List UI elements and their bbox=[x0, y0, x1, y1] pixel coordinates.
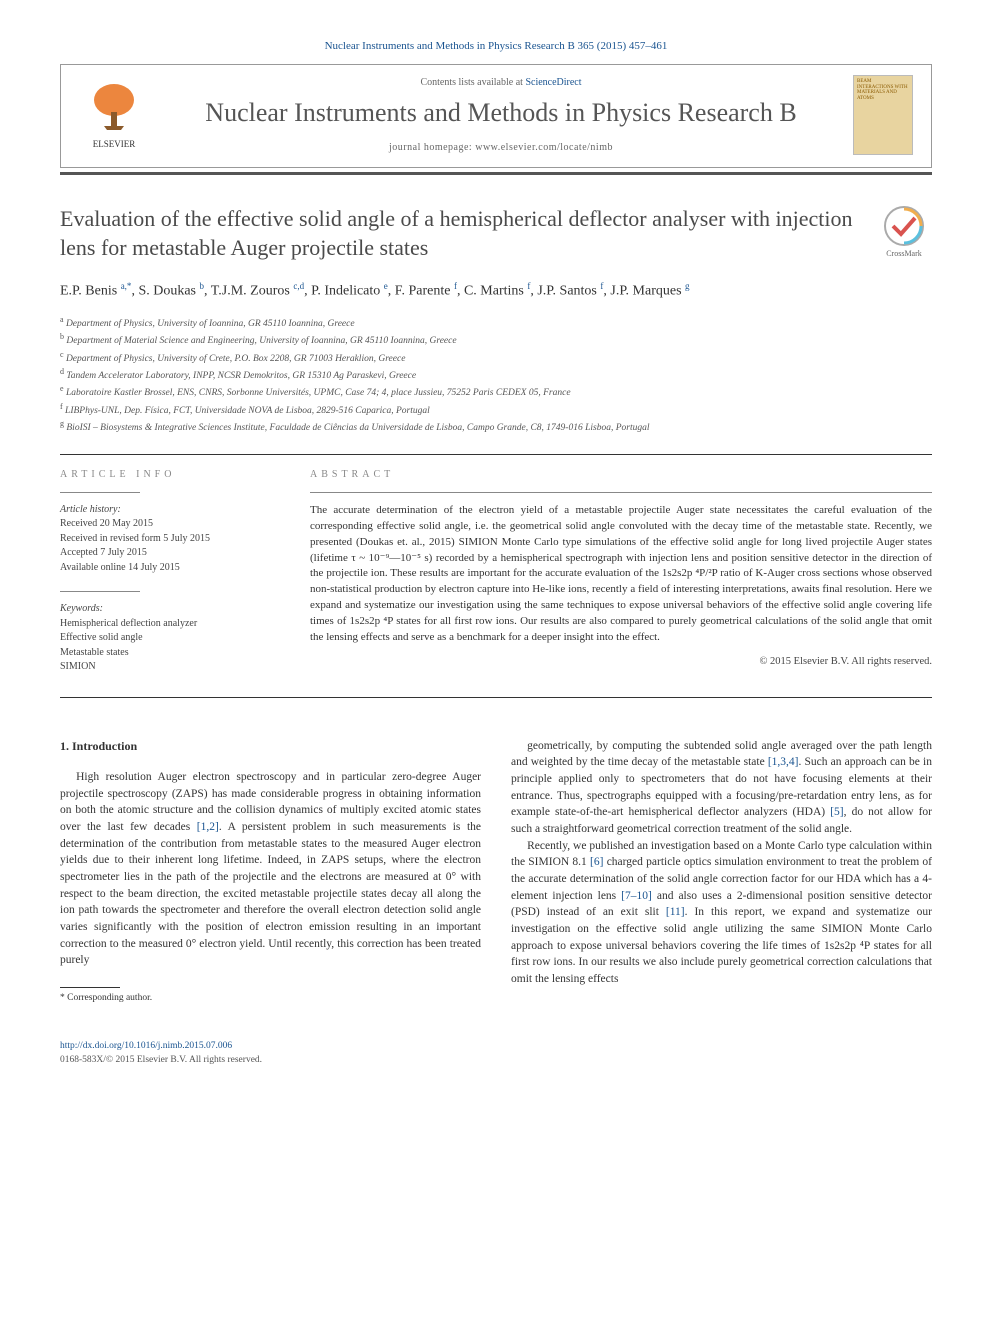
article-title: Evaluation of the effective solid angle … bbox=[60, 205, 856, 262]
elsevier-tree-icon bbox=[89, 82, 139, 137]
affiliation-line: c Department of Physics, University of C… bbox=[60, 349, 932, 366]
citation-link[interactable]: [1,3,4] bbox=[768, 756, 799, 768]
citation-link[interactable]: [11] bbox=[666, 906, 685, 918]
footer-block: http://dx.doi.org/10.1016/j.nimb.2015.07… bbox=[60, 1032, 481, 1068]
journal-name: Nuclear Instruments and Methods in Physi… bbox=[169, 98, 833, 128]
intro-paragraph-2: geometrically, by computing the subtende… bbox=[511, 738, 932, 838]
affiliation-line: b Department of Material Science and Eng… bbox=[60, 331, 932, 348]
journal-homepage: journal homepage: www.elsevier.com/locat… bbox=[169, 142, 833, 153]
abstract-heading: ABSTRACT bbox=[310, 469, 932, 480]
header-box: ELSEVIER Contents lists available at Sci… bbox=[60, 64, 932, 168]
doi-link[interactable]: http://dx.doi.org/10.1016/j.nimb.2015.07… bbox=[60, 1040, 481, 1054]
affiliation-line: e Laboratoire Kastler Brossel, ENS, CNRS… bbox=[60, 383, 932, 400]
affiliation-line: f LIBPhys-UNL, Dep. Física, FCT, Univers… bbox=[60, 401, 932, 418]
rule-above-info bbox=[60, 454, 932, 455]
contents-available-line: Contents lists available at ScienceDirec… bbox=[169, 77, 833, 88]
abstract-text: The accurate determination of the electr… bbox=[310, 503, 932, 646]
header-citation: Nuclear Instruments and Methods in Physi… bbox=[60, 40, 932, 52]
history-line: Received in revised form 5 July 2015 bbox=[60, 532, 270, 547]
citation-link[interactable]: [6] bbox=[590, 856, 603, 868]
affiliation-line: g BioISI – Biosystems & Integrative Scie… bbox=[60, 418, 932, 435]
history-line: Received 20 May 2015 bbox=[60, 517, 270, 532]
sciencedirect-link[interactable]: ScienceDirect bbox=[525, 77, 581, 88]
history-line: Available online 14 July 2015 bbox=[60, 561, 270, 576]
article-info-heading: ARTICLE INFO bbox=[60, 469, 270, 480]
abstract-rule bbox=[310, 492, 932, 493]
affiliation-line: a Department of Physics, University of I… bbox=[60, 314, 932, 331]
homepage-url[interactable]: www.elsevier.com/locate/nimb bbox=[475, 142, 613, 153]
affiliations-list: a Department of Physics, University of I… bbox=[60, 314, 932, 436]
rule-below-abstract bbox=[60, 697, 932, 698]
abstract-column: ABSTRACT The accurate determination of t… bbox=[310, 469, 932, 691]
body-columns: 1. Introduction High resolution Auger el… bbox=[60, 738, 932, 1068]
elsevier-logo[interactable]: ELSEVIER bbox=[79, 75, 149, 155]
info-rule-2 bbox=[60, 591, 140, 592]
section-heading-intro: 1. Introduction bbox=[60, 738, 481, 755]
citation-link[interactable]: [7–10] bbox=[621, 890, 652, 902]
author-list: E.P. Benis a,*, S. Doukas b, T.J.M. Zour… bbox=[60, 280, 932, 302]
crossmark-badge[interactable]: CrossMark bbox=[876, 205, 932, 258]
intro-paragraph-1: High resolution Auger electron spectrosc… bbox=[60, 769, 481, 969]
history-line: Accepted 7 July 2015 bbox=[60, 546, 270, 561]
body-column-right: geometrically, by computing the subtende… bbox=[511, 738, 932, 1068]
abstract-copyright: © 2015 Elsevier B.V. All rights reserved… bbox=[310, 656, 932, 667]
corresponding-author-note: * Corresponding author. bbox=[60, 987, 481, 1006]
intro-paragraph-3: Recently, we published an investigation … bbox=[511, 838, 932, 988]
keyword-line: Hemispherical deflection analyzer bbox=[60, 617, 270, 632]
footer-copyright: 0168-583X/© 2015 Elsevier B.V. All right… bbox=[60, 1054, 481, 1068]
affiliation-line: d Tandem Accelerator Laboratory, INPP, N… bbox=[60, 366, 932, 383]
citation-link[interactable]: [1,2] bbox=[197, 821, 219, 833]
keywords-block: Keywords: Hemispherical deflection analy… bbox=[60, 602, 270, 675]
journal-cover-thumbnail[interactable]: BEAM INTERACTIONS WITH MATERIALS AND ATO… bbox=[853, 75, 913, 155]
info-rule bbox=[60, 492, 140, 493]
header-rule bbox=[60, 172, 932, 175]
article-info-column: ARTICLE INFO Article history: Received 2… bbox=[60, 469, 270, 691]
keyword-line: Metastable states bbox=[60, 646, 270, 661]
citation-link[interactable]: [5] bbox=[830, 806, 843, 818]
keyword-line: Effective solid angle bbox=[60, 631, 270, 646]
keyword-line: SIMION bbox=[60, 660, 270, 675]
body-column-left: 1. Introduction High resolution Auger el… bbox=[60, 738, 481, 1068]
article-history: Article history: Received 20 May 2015Rec… bbox=[60, 503, 270, 576]
crossmark-icon bbox=[883, 205, 925, 247]
elsevier-label: ELSEVIER bbox=[93, 139, 136, 149]
